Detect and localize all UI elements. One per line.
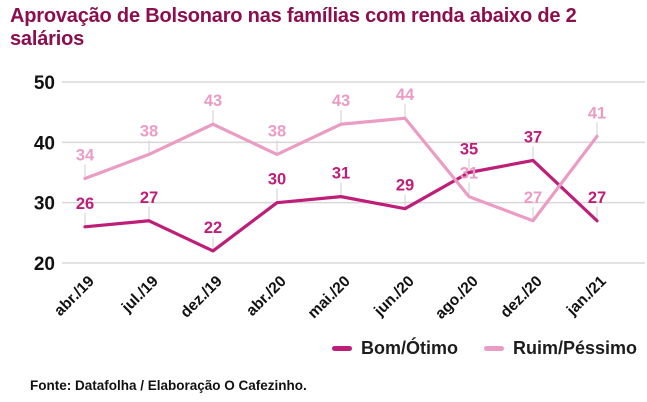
data-label: 44 [396, 86, 415, 104]
legend-item: Ruim/Péssimo [483, 338, 637, 359]
chart-legend: Bom/Ótimo Ruim/Péssimo [331, 338, 637, 359]
data-label: 27 [524, 189, 542, 207]
data-label: 31 [332, 165, 350, 183]
data-label: 30 [268, 171, 286, 189]
x-tick-label: ago./20 [432, 273, 482, 323]
data-label: 31 [460, 165, 478, 183]
source-note: Fonte: Datafolha / Elaboração O Cafezinh… [30, 378, 307, 393]
data-label: 27 [140, 189, 158, 207]
data-label: 22 [204, 219, 222, 237]
x-tick-label: jun./20 [370, 273, 417, 320]
legend-item: Bom/Ótimo [331, 338, 458, 359]
x-tick-label: abr./19 [51, 273, 98, 320]
data-labels: 26 27 22 30 31 29 35 37 27 34 38 43 38 43 44 31 27 41 [76, 86, 606, 237]
series-line-bom-otimo [83, 158, 599, 253]
line-chart: 20 30 40 50 26 27 22 30 31 29 35 37 27 34 38 43 38 43 44 31… [34, 73, 645, 323]
x-tick-label: dez./20 [497, 273, 546, 322]
data-label: 38 [268, 122, 286, 140]
data-label: 41 [588, 104, 606, 122]
x-tick-label: jan./21 [563, 273, 610, 320]
legend-swatch-icon [483, 346, 504, 351]
data-label: 29 [396, 177, 414, 195]
data-label: 43 [204, 92, 222, 110]
y-tick-label: 20 [34, 254, 55, 275]
data-label: 43 [332, 92, 350, 110]
data-label: 26 [76, 195, 94, 213]
data-label: 37 [524, 128, 542, 146]
legend-label: Ruim/Péssimo [512, 338, 637, 358]
x-tick-label: dez./19 [177, 273, 226, 322]
x-tick-label: mai./20 [305, 273, 354, 322]
legend-label: Bom/Ótimo [360, 338, 458, 358]
data-label: 38 [140, 122, 158, 140]
x-tick-label: jul./19 [118, 273, 162, 317]
y-axis-tick-labels: 20 30 40 50 [34, 73, 55, 275]
gridlines [62, 81, 645, 264]
y-tick-label: 30 [34, 194, 55, 215]
y-tick-label: 50 [34, 73, 55, 94]
data-label: 27 [588, 189, 606, 207]
y-tick-label: 40 [34, 133, 55, 154]
x-tick-label: abr./20 [243, 273, 290, 320]
data-label: 35 [460, 141, 478, 159]
series-line-ruim-pessimo [83, 116, 599, 223]
label-leader-lines [84, 104, 598, 251]
x-axis-tick-labels: abr./19 jul./19 dez./19 abr./20 mai./20 jun./… [51, 273, 610, 323]
chart-title: Aprovação de Bolsonaro nas famílias com … [10, 5, 577, 50]
data-label: 34 [76, 147, 95, 165]
legend-swatch-icon [331, 346, 352, 351]
